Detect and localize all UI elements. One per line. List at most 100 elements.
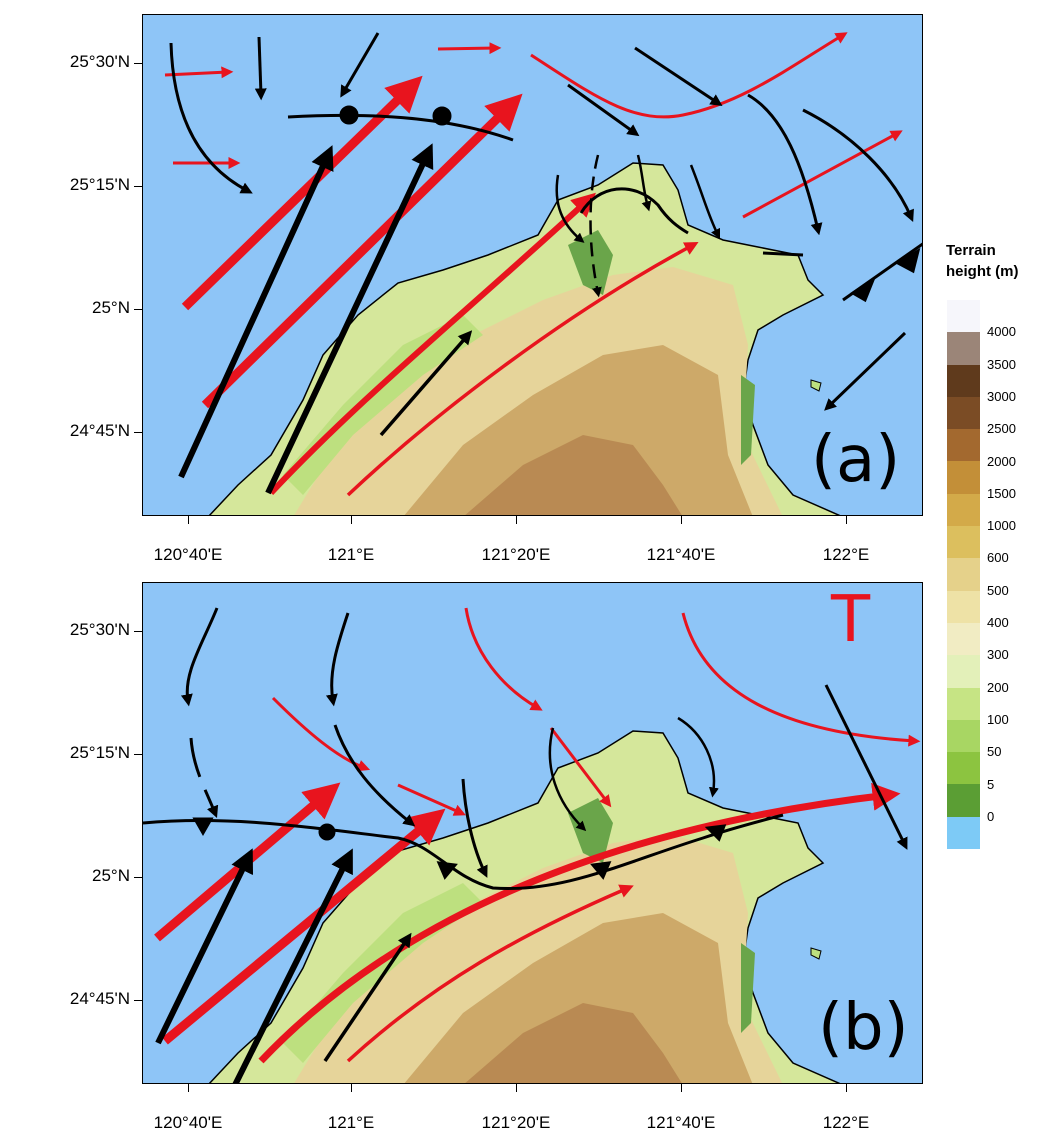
- warm-front-symbol: [318, 823, 336, 841]
- lat-tick: [134, 432, 142, 433]
- black-flow-arrow: [677, 716, 719, 798]
- panel-tag-a: (a): [811, 423, 901, 497]
- lon-label: 120°40'E: [153, 545, 223, 564]
- colorbar-level-label: 100: [987, 711, 1009, 727]
- colorbar-level-label: 500: [987, 582, 1009, 598]
- black-flow-arrow: [232, 848, 353, 1083]
- red-flow-arrow: [742, 130, 903, 219]
- lon-label: 121°E: [327, 545, 375, 564]
- red-flow-arrow: [268, 192, 596, 496]
- colorbar-swatch: [947, 719, 980, 753]
- red-flow-arrow: [271, 696, 371, 772]
- black-flow-arrow: [169, 42, 253, 194]
- lon-tick: [516, 516, 517, 524]
- lat-tick: [134, 754, 142, 755]
- colorbar-level-label: 600: [987, 550, 1009, 566]
- black-flow-arrow: [323, 932, 412, 1062]
- cold-front-symbol: [850, 276, 877, 303]
- colorbar-swatch: [947, 526, 980, 559]
- colorbar-level-label: 3500: [987, 356, 1016, 372]
- black-flow-arrow: [155, 848, 254, 1045]
- black-flow-segment: [762, 251, 804, 257]
- lon-label: 121°20'E: [481, 1113, 551, 1132]
- fronts-b: [143, 813, 784, 891]
- colorbar-swatch: [947, 590, 980, 623]
- lat-label: 25°15'N: [69, 743, 130, 762]
- lon-label: 121°40'E: [646, 1113, 716, 1132]
- black-flow-arrow: [379, 330, 473, 437]
- black-flow-arrow: [189, 737, 219, 819]
- red-flow-arrow: [346, 242, 699, 497]
- lat-label: 24°45'N: [69, 989, 130, 1008]
- warm-front: [287, 113, 514, 142]
- colorbar-level-label: 400: [987, 615, 1009, 630]
- colorbar-swatch: [947, 752, 980, 785]
- lon-tick: [351, 1084, 352, 1092]
- lon-tick: [188, 516, 189, 524]
- black-flow-arrow: [634, 46, 723, 106]
- red-flow-arrow: [464, 607, 543, 711]
- red-flow-arrow: [530, 32, 848, 119]
- colorbar-level-label: 5: [987, 776, 995, 792]
- colorbar-level-label: 4000: [987, 324, 1016, 340]
- map-panel-b: T (b): [142, 582, 923, 1084]
- lat-label: 25°N: [92, 866, 130, 885]
- legend-title-line1: Terrain: [946, 242, 996, 259]
- colorbar-level-label: 3000: [987, 388, 1016, 404]
- black-flow-arrow: [178, 145, 334, 479]
- lat-tick: [134, 186, 142, 187]
- lon-label: 122°E: [822, 545, 870, 564]
- colorbar-level-label: 2000: [987, 453, 1016, 469]
- colorbar-swatch: [947, 300, 980, 333]
- lat-tick: [134, 63, 142, 64]
- lat-label: 25°15'N: [69, 175, 130, 194]
- lon-tick: [681, 516, 682, 524]
- lat-tick: [134, 309, 142, 310]
- red-flow-arrow: [181, 75, 423, 311]
- lat-tick: [134, 631, 142, 632]
- colorbar-level-label: 50: [987, 744, 1002, 760]
- black-flow-arrow: [333, 724, 416, 827]
- lat-label: 24°45'N: [69, 421, 130, 440]
- front-line: [143, 813, 784, 891]
- lon-label: 120°40'E: [153, 1113, 223, 1132]
- colorbar-swatch: [947, 332, 980, 365]
- red-flow-arrow: [346, 884, 634, 1063]
- typhoon-symbol: T: [831, 583, 871, 657]
- colorbar-level-label: 200: [987, 679, 1009, 695]
- black-flow-arrow: [180, 607, 219, 707]
- lat-label: 25°N: [92, 298, 130, 317]
- warm-front-symbol: [432, 106, 452, 126]
- black-flow-arrow: [824, 684, 908, 850]
- red-flow-arrow: [201, 93, 523, 409]
- lat-tick: [134, 877, 142, 878]
- map-panel-a: (a): [142, 14, 923, 516]
- lon-tick: [188, 1084, 189, 1092]
- black-flow-arrow: [254, 36, 267, 101]
- lon-tick: [846, 516, 847, 524]
- black-flow-arrow: [340, 32, 380, 98]
- black-flow-arrow: [555, 174, 585, 243]
- lon-tick: [351, 516, 352, 524]
- black-flow-arrow: [824, 331, 907, 411]
- lat-label: 25°30'N: [69, 620, 130, 639]
- colorbar-swatch: [947, 784, 980, 817]
- lon-label: 122°E: [822, 1113, 870, 1132]
- surface-flow-a: [169, 32, 914, 495]
- black-flow-arrow: [325, 612, 350, 707]
- cold-front: [579, 187, 689, 235]
- red-flow-arrow: [681, 612, 921, 747]
- colorbar-level-label: 2500: [987, 421, 1016, 437]
- map-b-svg: [143, 607, 921, 1083]
- colorbar-swatch: [947, 493, 980, 527]
- red-flow-arrow: [437, 42, 502, 55]
- surface-flow-b: [155, 607, 908, 1083]
- red-flow-arrow: [162, 808, 446, 1045]
- lon-label: 121°E: [327, 1113, 375, 1132]
- cold-front-symbol: [894, 247, 921, 274]
- colorbar-level-label: 1500: [987, 485, 1016, 501]
- colorbar-swatch: [947, 429, 980, 462]
- red-flow-arrow: [258, 782, 901, 1064]
- low-level-flow-a: [164, 32, 903, 497]
- colorbar-swatch: [947, 655, 980, 688]
